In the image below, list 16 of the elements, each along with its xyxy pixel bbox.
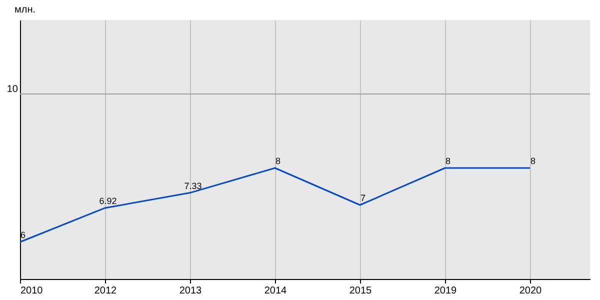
data-label: 7 — [360, 193, 366, 203]
x-tick-label: 2015 — [349, 286, 372, 296]
ref-line-label: 10 — [6, 84, 18, 95]
data-label: 7.33 — [184, 180, 202, 191]
x-tick-label: 2019 — [434, 286, 458, 296]
x-tick-label: 2010 — [20, 286, 44, 296]
x-tick-label: 2012 — [94, 286, 118, 296]
y-axis-title: млн. — [14, 4, 36, 16]
x-tick-label: 2013 — [179, 286, 202, 296]
data-label: 8 — [275, 156, 281, 166]
data-label: 6.92 — [99, 196, 117, 206]
x-tick-label: 2014 — [264, 286, 288, 296]
data-label: 6 — [20, 230, 26, 240]
data-label: 8 — [530, 156, 536, 166]
data-label: 8 — [445, 156, 451, 166]
x-tick-label: 2020 — [519, 286, 542, 296]
